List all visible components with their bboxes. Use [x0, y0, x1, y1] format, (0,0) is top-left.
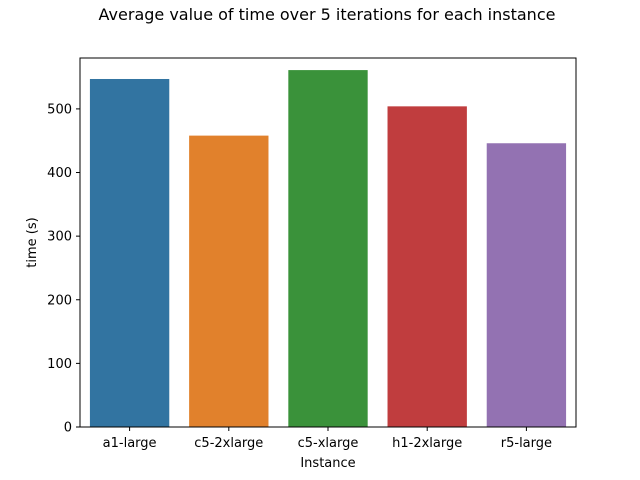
x-tick-label: a1-large — [103, 436, 157, 451]
x-axis: a1-large c5-2xlarge c5-xlarge h1-2xlarge r5-… — [103, 427, 552, 451]
bar-c5-xlarge — [288, 70, 368, 427]
x-tick-label: c5-xlarge — [298, 436, 359, 451]
x-tick-label: h1-2xlarge — [392, 436, 462, 451]
bars-layer — [89, 70, 567, 428]
y-tick-label: 400 — [47, 166, 72, 181]
y-tick-label: 500 — [47, 102, 72, 117]
y-axis: 0 100 200 300 400 500 — [47, 102, 80, 436]
x-axis-label: Instance — [300, 456, 355, 471]
bar-r5-large — [486, 143, 567, 427]
x-tick-label: r5-large — [501, 436, 552, 451]
x-tick-label: c5-2xlarge — [194, 436, 263, 451]
chart-title: Average value of time over 5 iterations … — [99, 5, 556, 24]
y-tick-label: 300 — [47, 230, 72, 245]
plot-frame — [79, 57, 577, 428]
y-tick-label: 0 — [64, 421, 72, 436]
y-axis-label: time (s) — [25, 217, 40, 267]
bar-c5-2xlarge — [189, 135, 269, 427]
bar-a1-large — [89, 78, 170, 428]
y-tick-label: 100 — [47, 357, 72, 372]
bar-h1-2xlarge — [387, 106, 467, 427]
y-tick-label: 200 — [47, 293, 72, 308]
